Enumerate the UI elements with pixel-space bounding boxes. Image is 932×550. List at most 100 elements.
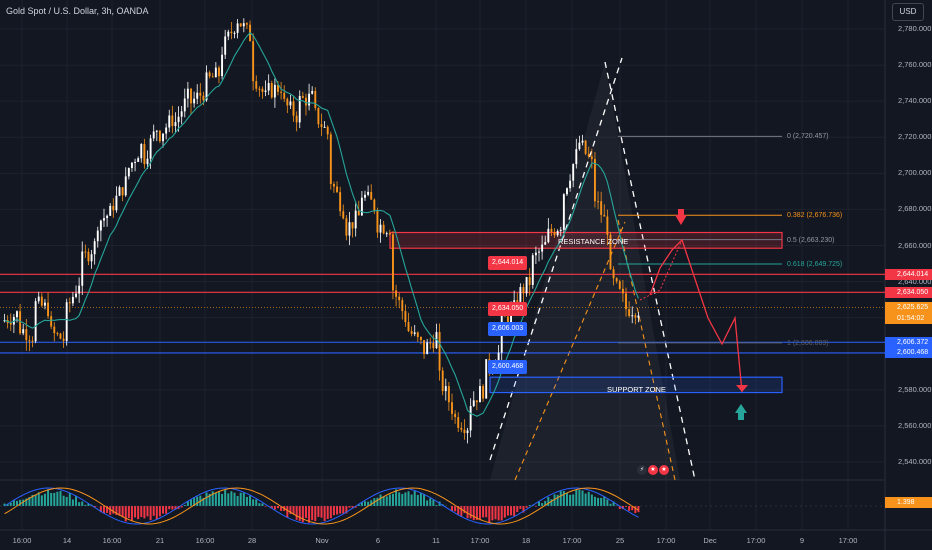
oscillator-bar [590,494,593,506]
candle-body [631,315,634,317]
oscillator-bar [22,499,25,506]
candle-body [525,277,528,294]
candle-body [214,67,217,78]
oscillator-bar [221,493,224,506]
candle-body [454,413,457,418]
candle-body [373,199,376,211]
oscillator-bar [118,506,121,516]
candle-body [413,332,416,334]
candle-body [34,301,37,342]
price-tick-label: 2,540.000 [898,457,932,466]
candle-body [53,326,56,334]
oscillator-bar [432,499,435,506]
candle-body [112,205,115,211]
time-tick-label: 17:00 [838,536,858,545]
candle-body [75,293,77,297]
time-tick-label: 11 [432,536,440,545]
candle-body [311,90,314,94]
candle-body [3,320,6,322]
oscillator-bar [121,506,124,518]
oscillator-bar [538,501,541,506]
candle-body [308,93,311,106]
oscillator-bar [205,492,208,506]
candle-body [531,255,534,285]
candle-body [162,133,164,142]
candle-body [87,251,90,262]
lightning-icon[interactable]: ⚡ [637,465,647,475]
candle-body [78,285,81,294]
oscillator-bar [81,501,84,506]
candle-body [62,338,65,341]
candle-body [329,134,332,184]
oscillator-bar [572,494,575,506]
candle-body [547,228,550,243]
oscillator-bar [491,506,494,521]
time-tick-label: 9 [799,536,805,545]
oscillator-bar [469,506,472,519]
candle-body [174,122,177,127]
candle-body [351,222,354,229]
price-axis[interactable] [885,0,932,530]
oscillator-bar [314,506,317,522]
oscillator-bar [47,489,50,506]
candle-body [292,101,295,116]
candle-body [538,251,540,253]
candle-body [298,96,301,123]
oscillator-bar [65,496,68,506]
moving-average [4,32,639,417]
oscillator-bar [618,506,621,510]
candle-body [472,400,475,407]
candle-body [485,359,488,399]
price-badge: 2,606.372 [885,336,932,348]
candle-body [522,287,525,294]
candle-body [342,211,345,219]
candle-body [218,67,220,77]
price-tick-label: 2,720.000 [898,132,932,142]
oscillator-bar [273,506,276,510]
us-flag-icon-2[interactable]: ★ [659,465,669,475]
candle-body [286,98,289,106]
candle-body [165,127,168,134]
candle-body [25,329,28,341]
candle-body [519,287,522,302]
oscillator-bar [351,506,354,508]
candle-body [326,126,329,135]
price-tick-label: 2,580.000 [898,384,932,394]
candle-body [99,220,102,231]
candle-body [364,194,366,198]
candle-body [221,54,224,77]
candle-body [9,323,12,325]
candle-body [441,370,444,392]
oscillator-bar [454,506,457,512]
candle-body [603,214,606,217]
oscillator-bar [407,491,410,506]
oscillator-bar [146,506,149,517]
oscillator-bar [360,502,363,506]
candle-body [541,244,544,252]
candle-body [158,130,161,142]
oscillator-bar [137,506,140,520]
oscillator-bar [276,506,279,509]
oscillator-bar [460,506,463,517]
oscillator-bar [556,494,559,506]
oscillator-bar [413,490,416,506]
candle-body [628,309,631,316]
tag-2634: 2,634.050 [488,302,528,316]
oscillator-bar [214,493,217,506]
oscillator-bar [298,506,301,521]
oscillator-bar [510,506,513,516]
candle-body [68,302,71,304]
oscillator-bar [584,493,587,506]
oscillator-bar [575,489,578,506]
candle-body [516,300,519,302]
oscillator-bar [59,491,62,506]
candle-body [348,222,351,236]
candle-body [149,138,152,159]
currency-button[interactable]: USD [892,3,924,21]
oscillator-bar [497,506,500,521]
candle-body [230,31,233,34]
oscillator-bar [124,506,127,522]
us-flag-icon[interactable]: ★ [648,465,658,475]
